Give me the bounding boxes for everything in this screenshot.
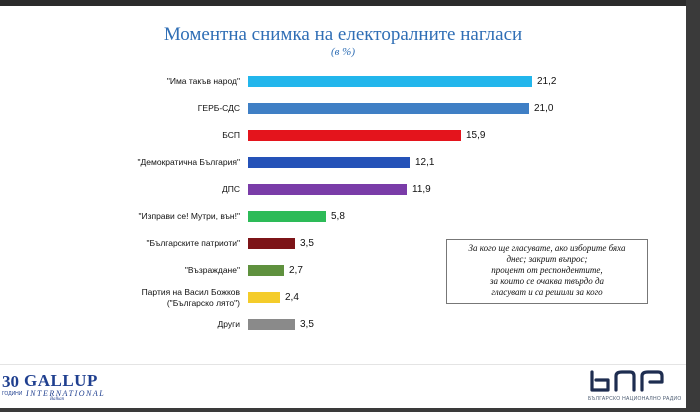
- category-label: ДПС: [221, 184, 240, 194]
- survey-note-line: За кого ще гласувате, ако изборите бяха: [468, 243, 626, 253]
- bar: [248, 319, 295, 330]
- value-label: 11,9: [412, 184, 431, 195]
- survey-note-line: днес; закрит въпрос;: [506, 254, 588, 264]
- gallup-years-caption: ГОДИНИ: [2, 391, 23, 397]
- gallup-international: INTERNATIONAL: [26, 389, 106, 398]
- survey-note-line: процент от респондентите,: [491, 265, 603, 275]
- category-label: "Българските патриоти": [146, 238, 240, 248]
- category-label: Партия на Васил Божков ("Българско лято"…: [141, 287, 240, 308]
- value-label: 2,7: [289, 265, 303, 276]
- gallup-region: Balkan: [50, 397, 65, 402]
- survey-note-box: За кого ще гласувате, ако изборите бяха …: [446, 239, 648, 304]
- bar: [248, 157, 410, 168]
- bar: [248, 184, 407, 195]
- survey-note-line: гласуват и са решили за кого: [491, 287, 603, 297]
- category-label: "Демократична България": [137, 157, 241, 167]
- footer-divider: [0, 364, 686, 365]
- value-label: 12,1: [415, 157, 435, 168]
- gallup-name: GALLUP: [24, 371, 98, 390]
- bar: [248, 238, 295, 249]
- bar: [248, 211, 326, 222]
- category-label: Други: [217, 319, 241, 329]
- bar: [248, 292, 280, 303]
- survey-note-line: за които се очаква твърдо да: [489, 276, 605, 286]
- chart-subtitle: (в %): [330, 46, 355, 58]
- right-border: [686, 0, 700, 412]
- gallup-logo: 30 ГОДИНИ GALLUP INTERNATIONAL Balkan: [2, 371, 106, 402]
- value-label: 3,5: [300, 319, 314, 330]
- value-label: 15,9: [466, 130, 486, 141]
- bar: [248, 76, 532, 87]
- value-label: 5,8: [331, 211, 345, 222]
- category-label: БСП: [222, 130, 240, 140]
- bottom-border: [0, 408, 700, 412]
- value-label: 21,2: [537, 76, 557, 87]
- bnr-logo: БЪЛГАРСКО НАЦИОНАЛНО РАДИО: [588, 366, 681, 406]
- bar: [248, 103, 529, 114]
- category-label: "Възраждане": [184, 265, 240, 275]
- value-label: 21,0: [534, 103, 554, 114]
- value-label: 3,5: [300, 238, 314, 249]
- bar: [248, 130, 461, 141]
- chart-title: Моментна снимка на електоралните нагласи: [163, 24, 523, 45]
- bnr-caption: БЪЛГАРСКО НАЦИОНАЛНО РАДИО: [588, 396, 682, 402]
- category-label: ГЕРБ-СДС: [197, 103, 240, 113]
- bar: [248, 265, 284, 276]
- value-label: 2,4: [285, 292, 299, 303]
- category-label: "Има такъв народ": [166, 76, 240, 86]
- bnr-wordmark-icon: [590, 370, 664, 392]
- gallup-years-number: 30: [2, 372, 19, 391]
- category-label: "Изправи се! Мутри, вън!": [138, 211, 240, 221]
- top-border: [0, 0, 700, 6]
